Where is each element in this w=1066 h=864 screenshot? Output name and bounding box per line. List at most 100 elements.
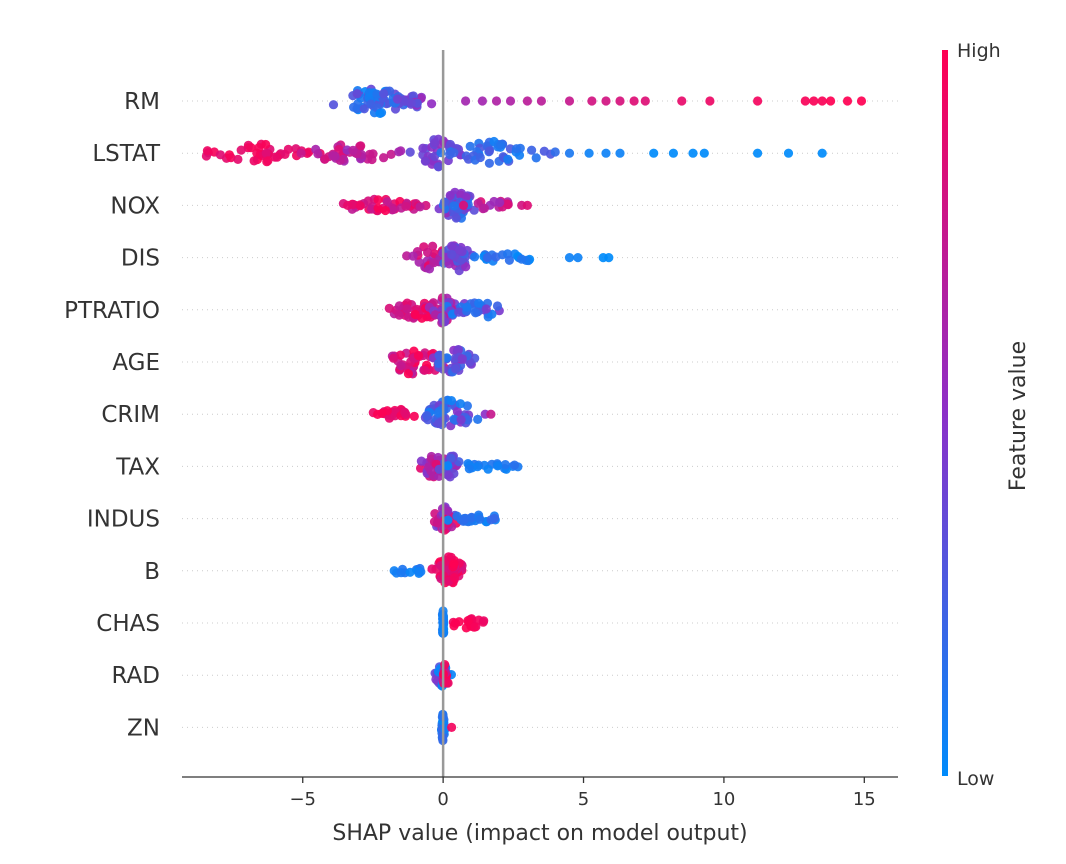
shap-point-dis-27 (429, 258, 439, 268)
shap-point-lstat-17 (243, 143, 253, 153)
x-tick-label-4: 15 (853, 789, 876, 810)
feature-label-indus: INDUS (87, 507, 160, 533)
x-axis-title: SHAP value (impact on model output) (332, 821, 747, 846)
shap-point-ptratio-12 (384, 303, 394, 313)
shap-point-b-75 (449, 573, 459, 583)
shap-point-lstat-153 (539, 146, 549, 156)
shap-point-b-10 (414, 567, 424, 577)
shap-point-ptratio-97 (481, 304, 491, 314)
shap-point-rm-50 (372, 89, 382, 99)
shap-point-ptratio-86 (492, 301, 503, 311)
shap-point-tax-63 (500, 460, 510, 470)
shap-point-lstat-167 (699, 148, 709, 158)
shap-point-nox-77 (451, 213, 461, 223)
shap-point-lstat-79 (396, 146, 406, 156)
shap-point-age-44 (413, 350, 424, 361)
colorbar-gradient (942, 50, 948, 776)
shap-point-rm-82 (587, 96, 597, 106)
shap-point-lstat-162 (601, 148, 611, 158)
shap-point-lstat-137 (527, 145, 537, 155)
shap-point-nox-39 (373, 195, 383, 205)
shap-point-lstat-164 (649, 148, 659, 158)
x-tick-label-0: −5 (289, 789, 316, 810)
shap-point-rm-47 (352, 104, 362, 114)
shap-point-lstat-170 (817, 148, 827, 158)
shap-point-lstat-64 (296, 148, 306, 158)
shap-point-dis-63 (447, 249, 457, 260)
shap-point-lstat-109 (430, 138, 440, 148)
shap-point-zn-30 (447, 722, 457, 733)
shap-point-dis-2 (428, 241, 438, 251)
shap-point-age-69 (434, 358, 444, 368)
shap-point-tax-68 (493, 461, 503, 471)
shap-point-age-84 (442, 353, 452, 363)
feature-label-chas: CHAS (96, 611, 160, 637)
shap-point-crim-81 (486, 409, 496, 419)
shap-point-nox-102 (522, 200, 533, 210)
shap-point-rm-89 (753, 96, 763, 106)
shap-point-rm-52 (352, 89, 362, 99)
shap-point-lstat-74 (313, 149, 323, 159)
feature-label-rm: RM (124, 89, 160, 115)
shap-point-age-42 (420, 365, 430, 375)
shap-point-rm-61 (427, 99, 437, 109)
shap-point-lstat-146 (503, 154, 513, 164)
shap-point-lstat-77 (328, 151, 338, 161)
shap-point-lstat-158 (496, 140, 506, 150)
shap-point-lstat-152 (484, 158, 494, 168)
shap-point-lstat-166 (688, 148, 698, 158)
shap-point-tax-27 (426, 466, 436, 476)
shap-point-lstat-25 (226, 153, 236, 163)
shap-point-crim-71 (455, 399, 466, 409)
shap-point-indus-63 (475, 514, 485, 524)
shap-point-crim-59 (446, 396, 456, 406)
shap-point-crim-78 (456, 415, 466, 425)
shap-point-ptratio-94 (470, 308, 481, 318)
shap-point-lstat-15 (283, 144, 293, 154)
shap-point-age-29 (395, 350, 405, 360)
shap-point-ptratio-15 (394, 310, 404, 320)
shap-point-nox-37 (380, 205, 390, 216)
shap-point-rm-93 (826, 96, 836, 106)
shap-point-nox-100 (343, 200, 353, 210)
shap-point-lstat-39 (263, 156, 273, 166)
shap-point-ptratio-28 (394, 301, 404, 311)
shap-point-lstat-159 (511, 144, 522, 154)
shap-point-chas-48 (479, 616, 489, 626)
x-tick-label-1: 0 (437, 789, 448, 810)
shap-point-crim-74 (422, 411, 432, 421)
shap-point-lstat-155 (475, 152, 485, 163)
x-tick-label-2: 5 (578, 789, 589, 810)
shap-point-tax-41 (434, 464, 444, 474)
feature-label-age: AGE (112, 350, 160, 376)
shap-point-dis-88 (604, 253, 614, 263)
shap-point-crim-79 (434, 418, 444, 429)
shap-point-dis-24 (423, 247, 433, 257)
shap-point-lstat-140 (449, 148, 459, 158)
shap-point-indus-40 (443, 515, 453, 525)
x-tick-label-3: 10 (712, 789, 735, 810)
feature-label-dis: DIS (121, 246, 160, 272)
shap-point-dis-86 (573, 253, 583, 263)
shap-point-lstat-32 (249, 156, 259, 166)
shap-point-rm-74 (406, 98, 416, 108)
feature-label-rad: RAD (112, 663, 161, 689)
shap-point-nox-36 (387, 205, 397, 215)
shap-point-nox-19 (382, 197, 392, 207)
shap-point-crim-34 (473, 414, 483, 424)
shap-point-lstat-28 (233, 154, 243, 164)
shap-point-crim-23 (401, 409, 411, 419)
shap-point-rm-94 (842, 96, 853, 106)
feature-label-tax: TAX (115, 454, 160, 480)
feature-rows: RM LSTAT NOX DIS PTRATIO AGE CRIM TAX INDUS B CHAS… (64, 89, 898, 741)
shap-point-lstat-47 (386, 149, 396, 159)
shap-point-nox-72 (445, 190, 455, 201)
shap-point-crim-75 (434, 408, 444, 418)
shap-point-tax-48 (443, 470, 453, 480)
shap-point-crim-77 (463, 415, 473, 425)
shap-point-nox-35 (401, 201, 411, 211)
shap-point-rm-81 (564, 96, 575, 106)
shap-point-chas-43 (454, 617, 464, 627)
shap-point-dis-29 (408, 251, 418, 261)
